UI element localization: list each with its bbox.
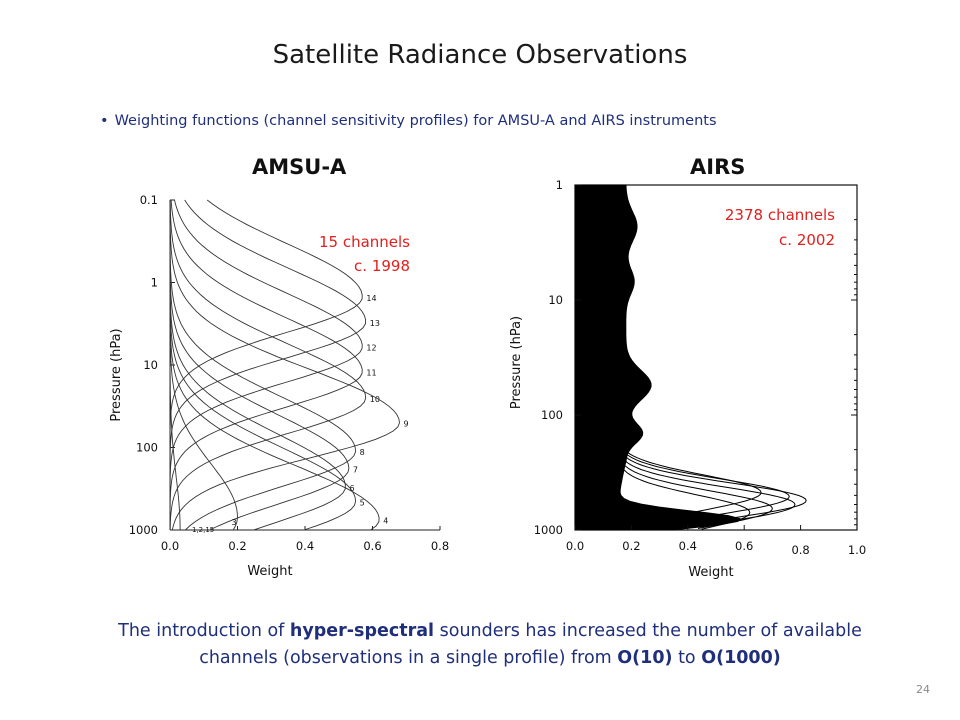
amsu-x-tick-label: 0.4 bbox=[296, 539, 314, 553]
summary-text: The introduction of hyper-spectral sound… bbox=[110, 618, 870, 672]
amsu-y-tick-label: 1 bbox=[151, 276, 158, 290]
bullet-text: Weighting functions (channel sensitivity… bbox=[114, 113, 717, 129]
page-number: 24 bbox=[916, 683, 930, 696]
amsu-channel-label: 6 bbox=[350, 484, 355, 493]
amsu-channel-label: 14 bbox=[366, 294, 376, 303]
bullet-icon: • bbox=[100, 113, 109, 129]
airs-y-tick-label: 1000 bbox=[534, 523, 563, 537]
airs-x-tick-label: 0.0 bbox=[566, 539, 584, 553]
airs-annotation-line1: 2378 channels bbox=[725, 206, 835, 224]
amsu-y-tick-label: 10 bbox=[143, 358, 158, 372]
amsu-x-tick-label: 0.8 bbox=[431, 539, 449, 553]
airs-x-tick-label: 1.0 bbox=[848, 543, 866, 557]
amsu-curve-ch10 bbox=[169, 199, 367, 531]
airs-x-tick-label: 0.4 bbox=[679, 539, 697, 553]
amsu-channel-label: 7 bbox=[353, 466, 358, 475]
amsu-curve-ch12 bbox=[169, 199, 363, 530]
summary-bold-o1000: O(1000) bbox=[701, 648, 781, 668]
amsu-channel-label: 3 bbox=[232, 518, 237, 527]
summary-part3: to bbox=[672, 648, 702, 668]
amsu-x-tick-label: 0.6 bbox=[363, 539, 381, 553]
airs-curve-strand bbox=[616, 416, 790, 517]
airs-y-tick-label: 1 bbox=[556, 178, 563, 192]
airs-y-tick-label: 10 bbox=[548, 293, 563, 307]
amsu-channel-label: 9 bbox=[404, 420, 409, 429]
airs-x-tick-label: 0.6 bbox=[735, 539, 753, 553]
amsu-curve-ch9 bbox=[169, 199, 400, 531]
amsu-y-tick-label: 1000 bbox=[129, 523, 158, 537]
amsu-x-tick-label: 0.0 bbox=[161, 539, 179, 553]
amsu-curve-ch3 bbox=[169, 200, 238, 531]
amsu-y-axis-label: Pressure (hPa) bbox=[109, 328, 124, 421]
airs-curve-envelope bbox=[574, 184, 741, 531]
amsu-channel-label: 1,2,15 bbox=[192, 526, 214, 534]
amsu-title: AMSU-A bbox=[252, 155, 347, 179]
airs-y-axis-label: Pressure (hPa) bbox=[509, 316, 524, 409]
airs-annotation-line2: c. 2002 bbox=[779, 231, 835, 249]
amsu-channel-label: 8 bbox=[360, 448, 365, 457]
amsu-x-axis-label: Weight bbox=[247, 564, 292, 579]
summary-part2: sounders has increased the number of ava… bbox=[199, 621, 862, 668]
summary-bold-o10: O(10) bbox=[617, 648, 673, 668]
amsu-channel-label: 4 bbox=[383, 517, 388, 526]
summary-part1: The introduction of bbox=[118, 621, 290, 641]
amsu-y-tick-label: 100 bbox=[136, 441, 158, 455]
airs-x-axis-label: Weight bbox=[688, 565, 733, 580]
amsu-channel-label: 10 bbox=[370, 395, 380, 404]
amsu-channel-label: 12 bbox=[366, 344, 376, 353]
airs-y-tick-label: 100 bbox=[541, 408, 563, 422]
amsu-curve-ch11 bbox=[169, 199, 363, 530]
amsu-channel-label: 13 bbox=[370, 319, 380, 328]
amsu-x-tick-label: 0.2 bbox=[228, 539, 246, 553]
slide-title: Satellite Radiance Observations bbox=[272, 40, 688, 70]
amsu-channel-label: 5 bbox=[360, 498, 365, 507]
amsu-y-tick-label: 0.1 bbox=[140, 193, 158, 207]
airs-x-tick-label: 0.2 bbox=[622, 539, 640, 553]
amsu-channel-label: 11 bbox=[366, 369, 376, 378]
airs-curve-strand bbox=[616, 412, 762, 513]
bullet-point: • Weighting functions (channel sensitivit… bbox=[100, 113, 717, 129]
airs-x-tick-label: 0.8 bbox=[791, 543, 809, 557]
amsu-annotation-line1: 15 channels bbox=[319, 233, 410, 251]
amsu-annotation-line2: c. 1998 bbox=[354, 257, 410, 275]
summary-bold-hyperspectral: hyper-spectral bbox=[289, 621, 435, 641]
amsu-curve-ch1-2-15 bbox=[169, 200, 181, 530]
airs-title: AIRS bbox=[690, 155, 746, 179]
